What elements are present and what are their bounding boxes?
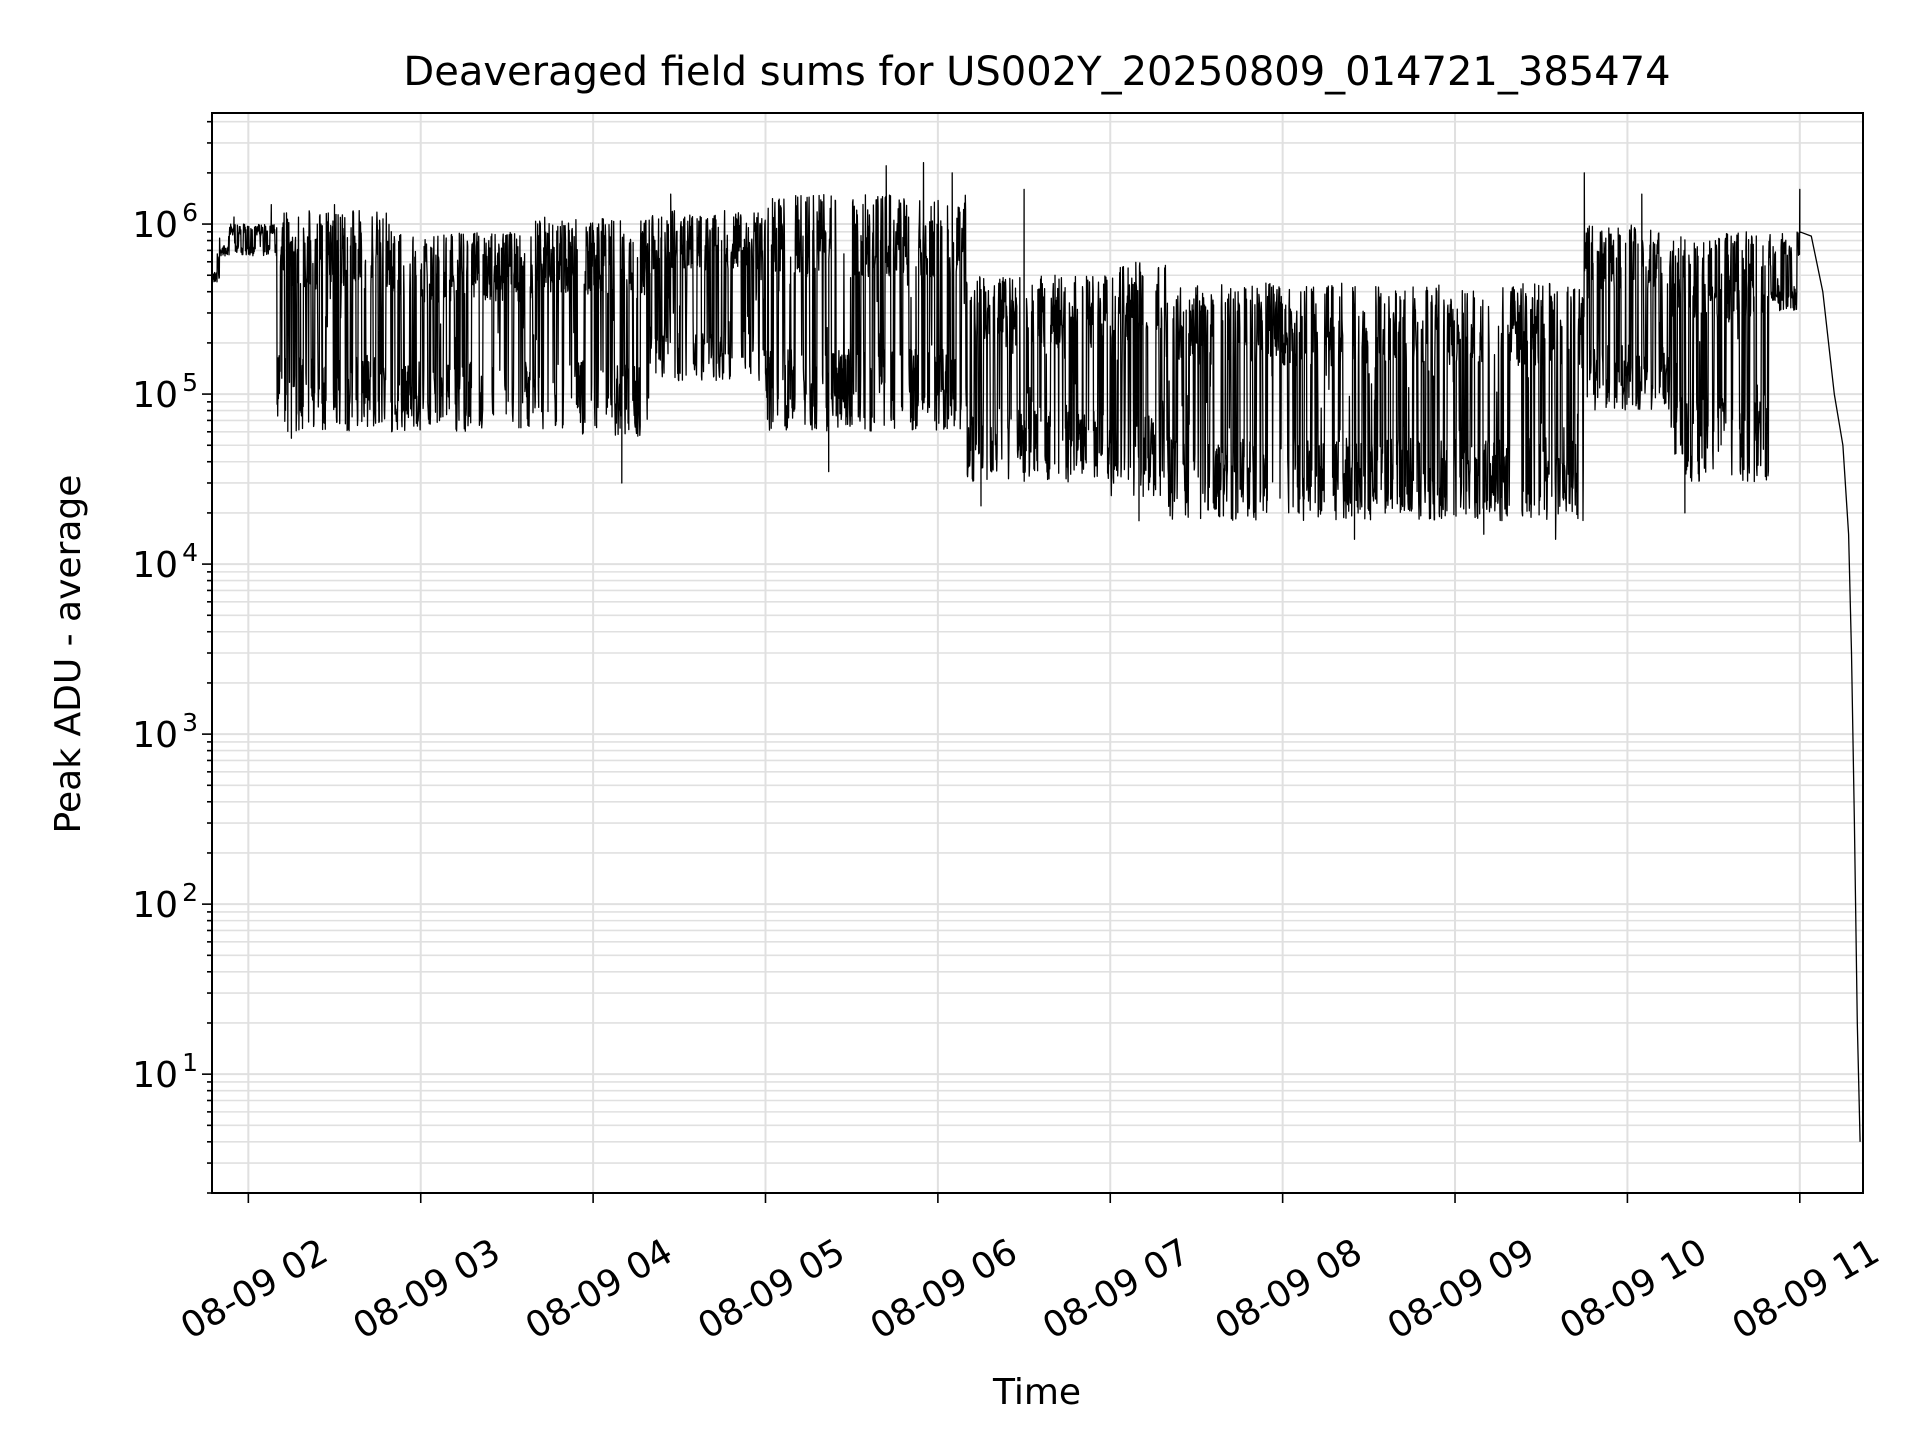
series-line: [211, 161, 1861, 1142]
chart-title: Deaveraged field sums for US002Y_2025080…: [403, 49, 1670, 95]
y-tick-label: 10: [132, 375, 178, 416]
y-tick-label: 10: [132, 545, 178, 586]
y-tick-exponent: 6: [182, 198, 198, 227]
y-tick-label: 10: [132, 715, 178, 756]
x-axis-label: Time: [992, 1372, 1081, 1413]
y-tick-label: 10: [132, 885, 178, 926]
y-tick-exponent: 1: [182, 1048, 198, 1077]
y-tick-label: 10: [132, 1055, 178, 1096]
series-layer: [211, 161, 1861, 1142]
y-axis-label: Peak ADU - average: [48, 475, 89, 834]
y-tick-exponent: 5: [182, 368, 198, 397]
y-tick-exponent: 4: [182, 538, 198, 567]
y-tick-exponent: 3: [182, 708, 198, 737]
y-tick-label: 10: [132, 205, 178, 246]
y-tick-exponent: 2: [182, 878, 198, 907]
grid-layer: [212, 113, 1863, 1194]
